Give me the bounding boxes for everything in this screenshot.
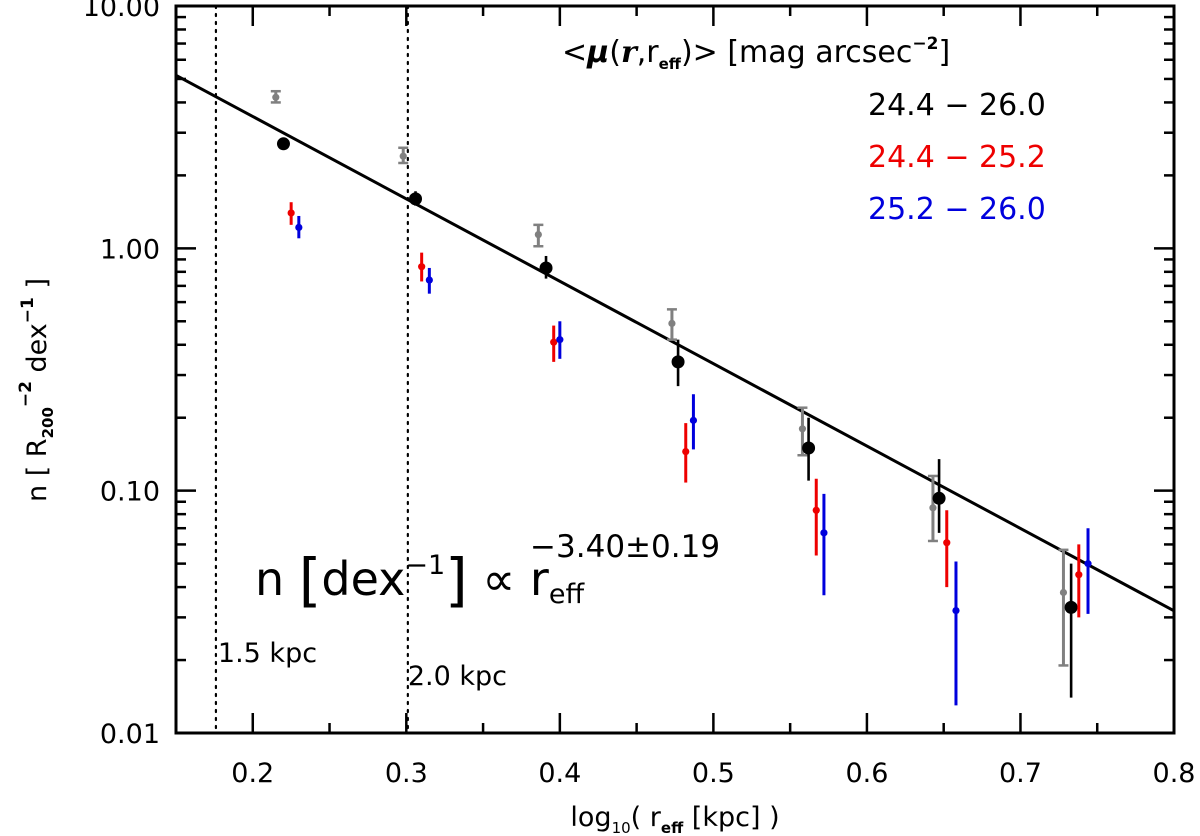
point-4-1 <box>295 223 303 232</box>
point-2-6 <box>932 491 946 505</box>
point-1-1 <box>272 93 280 101</box>
point-2-1 <box>276 137 290 151</box>
point-1-4 <box>668 319 676 328</box>
point-4-7 <box>1084 560 1092 568</box>
point-3-4 <box>682 447 690 456</box>
point-1-2 <box>399 152 407 160</box>
point-3-2 <box>418 263 426 271</box>
point-3-6 <box>943 539 951 547</box>
x-axis-title: log10( reff [kpc] ) <box>570 802 779 836</box>
point-4-6 <box>952 606 960 615</box>
data-layer <box>270 89 1092 706</box>
legend-title: <μ(r,reff)> [mag arcsec−2] <box>562 34 950 73</box>
point-2-4 <box>671 355 685 369</box>
fit-annotation: n [dex−1] ∝ reff−3.40±0.19 <box>255 529 720 614</box>
point-2-7 <box>1064 600 1078 614</box>
x-tick-label-3: 0.4 <box>538 758 581 789</box>
legend-entry-faint: 25.2 − 26.0 <box>868 192 1046 227</box>
legend-entry-bright: 24.4 − 25.2 <box>868 140 1046 175</box>
axes: 0.2 0.3 0.4 0.5 0.6 0.7 0.8 0.01 0.10 1.00 10.00 <box>83 0 1196 789</box>
x-tick-label-5: 0.6 <box>845 758 888 789</box>
x-tick-label-6: 0.7 <box>999 758 1042 789</box>
reference-lines <box>214 6 409 733</box>
point-1-3 <box>534 230 542 239</box>
x-tick-label-7: 0.8 <box>1153 758 1196 789</box>
point-4-3 <box>556 336 564 344</box>
series-1 <box>270 89 1069 667</box>
point-2-2 <box>409 192 423 206</box>
point-4-2 <box>425 276 433 284</box>
plot-frame <box>174 4 1176 735</box>
x-tick-label-1: 0.2 <box>231 758 274 789</box>
point-3-7 <box>1075 571 1083 579</box>
x-tick-label-4: 0.5 <box>692 758 735 789</box>
y-tick-label-1: 0.01 <box>100 719 160 750</box>
point-3-5 <box>812 506 820 514</box>
point-2-5 <box>802 441 816 455</box>
series-2 <box>276 137 1078 698</box>
point-1-6 <box>929 504 937 512</box>
legend-entry-all: 24.4 − 26.0 <box>868 88 1046 123</box>
point-3-1 <box>287 209 295 217</box>
point-2-3 <box>539 261 553 275</box>
point-1-5 <box>798 425 807 433</box>
point-4-4 <box>689 416 698 424</box>
y-axis-title: n [ R200−2 dex−1 ] <box>16 278 57 502</box>
y-tick-label-2: 0.10 <box>100 477 160 508</box>
reference-label-2: 2.0 kpc <box>408 661 507 692</box>
series-3 <box>287 202 1083 618</box>
x-tick-label-2: 0.3 <box>385 758 428 789</box>
point-1-7 <box>1059 588 1068 597</box>
y-tick-label-4: 10.00 <box>83 0 160 23</box>
legend: <μ(r,reff)> [mag arcsec−2] 24.4 − 26.0 2… <box>562 34 1046 227</box>
y-tick-label-3: 1.00 <box>100 234 160 265</box>
point-3-3 <box>550 338 558 346</box>
series-4 <box>295 215 1092 706</box>
reference-label-1: 1.5 kpc <box>218 638 317 669</box>
fit-layer <box>176 73 1174 613</box>
point-4-5 <box>820 529 828 537</box>
fit-line <box>176 73 1174 613</box>
